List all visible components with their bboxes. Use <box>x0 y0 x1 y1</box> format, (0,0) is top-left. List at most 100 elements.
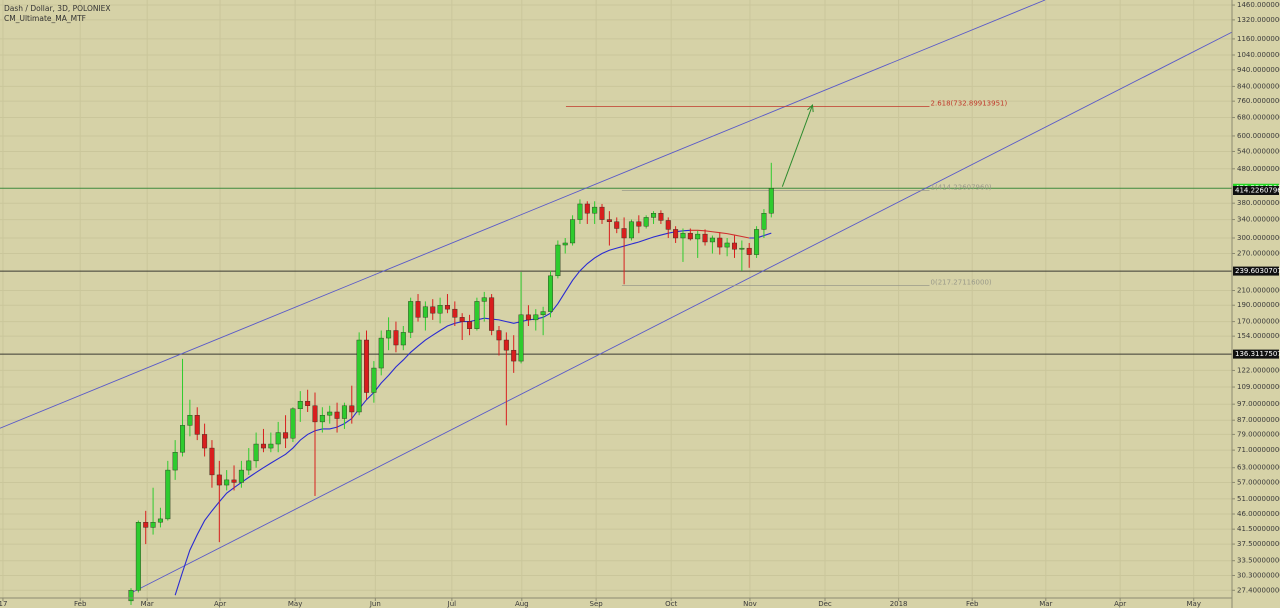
candle-body <box>260 443 266 449</box>
candle-body <box>415 301 421 318</box>
y-tick-label: 71.00000000 <box>1237 446 1280 454</box>
y-tick-label: 190.00000000 <box>1237 301 1280 309</box>
candle-body <box>651 213 657 218</box>
fib-label: 0(217.27116000) <box>931 278 992 286</box>
candle-body <box>135 522 141 591</box>
fib-label: 1(414.22607960) <box>931 183 992 191</box>
candle-body <box>327 411 333 416</box>
candle-body <box>540 311 546 316</box>
candle-body <box>157 518 163 523</box>
y-tick-label: 63.00000000 <box>1237 464 1280 472</box>
x-tick-label: Apr <box>214 600 226 608</box>
candle-body <box>518 314 524 362</box>
candle-body <box>231 479 237 483</box>
candle-body <box>731 242 737 250</box>
candle-body <box>378 337 384 369</box>
price-label: 136.31175072 <box>1235 350 1280 358</box>
candle-body <box>717 237 723 248</box>
indicator-name: CM_Ultimate_MA_MTF <box>4 14 86 23</box>
trendline <box>0 0 1046 429</box>
candle-body <box>297 400 303 410</box>
grid <box>0 0 1232 598</box>
y-tick-label: 87.00000000 <box>1237 416 1280 424</box>
y-tick-label: 760.00000000 <box>1237 97 1280 105</box>
candle-body <box>422 306 428 318</box>
candle-body <box>643 217 649 227</box>
candle-body <box>695 233 701 240</box>
candle-body <box>525 314 531 321</box>
candle-body <box>474 301 480 329</box>
candle-body <box>658 213 664 221</box>
candle-body <box>577 203 583 220</box>
candle-body <box>400 332 406 346</box>
candle-body <box>371 367 377 393</box>
candle-body <box>761 213 767 230</box>
candle-body <box>547 275 553 312</box>
candle-body <box>364 339 370 393</box>
y-tick-label: 270.00000000 <box>1237 249 1280 257</box>
price-label: 239.60307078 <box>1235 267 1280 275</box>
candle-body <box>172 452 178 471</box>
candle-body <box>238 469 244 483</box>
candle-body <box>606 219 612 222</box>
price-label-box <box>1233 349 1279 359</box>
y-tick-label: 97.00000000 <box>1237 400 1280 408</box>
candle-body <box>481 297 487 302</box>
plot: 2.618(732.89913951) 1(414.22607960) 0(217.… <box>0 0 1233 605</box>
x-tick-label: Jun <box>369 600 381 608</box>
y-tick-label: 380.00000000 <box>1237 199 1280 207</box>
y-tick-label: 210.00000000 <box>1237 286 1280 294</box>
candle-body <box>702 233 708 243</box>
candle-body <box>246 460 252 471</box>
candle-body <box>290 408 296 439</box>
candle-body <box>673 229 679 239</box>
candle-body <box>533 314 539 321</box>
y-tick-label: 122.00000000 <box>1237 366 1280 374</box>
candle-body <box>349 405 355 413</box>
candle-body <box>687 232 693 240</box>
y-tick-label: 30.30000000 <box>1237 571 1280 579</box>
candle-body <box>356 339 362 413</box>
candle-body <box>489 297 495 331</box>
candle-body <box>636 221 642 227</box>
y-tick-label: 154.00000000 <box>1237 332 1280 340</box>
candle-body <box>746 247 752 255</box>
candle-body <box>754 229 760 255</box>
candle-body <box>621 228 627 239</box>
y-tick-label: 57.00000000 <box>1237 478 1280 486</box>
x-tick-label: Sep <box>590 600 604 608</box>
x-tick-label: 17 <box>0 600 7 608</box>
candle-body <box>187 415 193 426</box>
chart-title: Dash / Dollar, 3D, POLONIEX <box>4 4 111 13</box>
candle-body <box>275 432 281 445</box>
fib-label: 2.618(732.89913951) <box>931 100 1008 108</box>
candle-body <box>459 317 465 322</box>
candle-body <box>253 443 259 462</box>
x-tick-label: Mar <box>1039 600 1052 608</box>
x-tick-label: Oct <box>665 600 677 608</box>
candle-body <box>128 590 134 602</box>
y-tick-label: 340.00000000 <box>1237 216 1280 224</box>
y-tick-label: 540.00000000 <box>1237 147 1280 155</box>
candle-body <box>562 242 568 246</box>
candle-body <box>319 415 325 423</box>
candle-body <box>768 188 774 214</box>
arrow-head <box>807 104 814 113</box>
ma-line <box>749 232 772 239</box>
candle-body <box>724 242 730 248</box>
y-tick-label: 1320.00000000 <box>1237 16 1280 24</box>
candle-body <box>628 221 634 239</box>
y-tick-label: 840.00000000 <box>1237 82 1280 90</box>
candle-body <box>614 221 620 229</box>
candle-body <box>437 305 443 314</box>
candle-body <box>150 522 156 528</box>
x-tick-label: Nov <box>743 600 757 608</box>
x-tick-label: 2018 <box>890 600 908 608</box>
candle-body <box>496 330 502 341</box>
candle-body <box>386 330 392 339</box>
ma-line <box>174 229 691 596</box>
x-tick-label: Feb <box>74 600 87 608</box>
candle-body <box>584 203 590 214</box>
